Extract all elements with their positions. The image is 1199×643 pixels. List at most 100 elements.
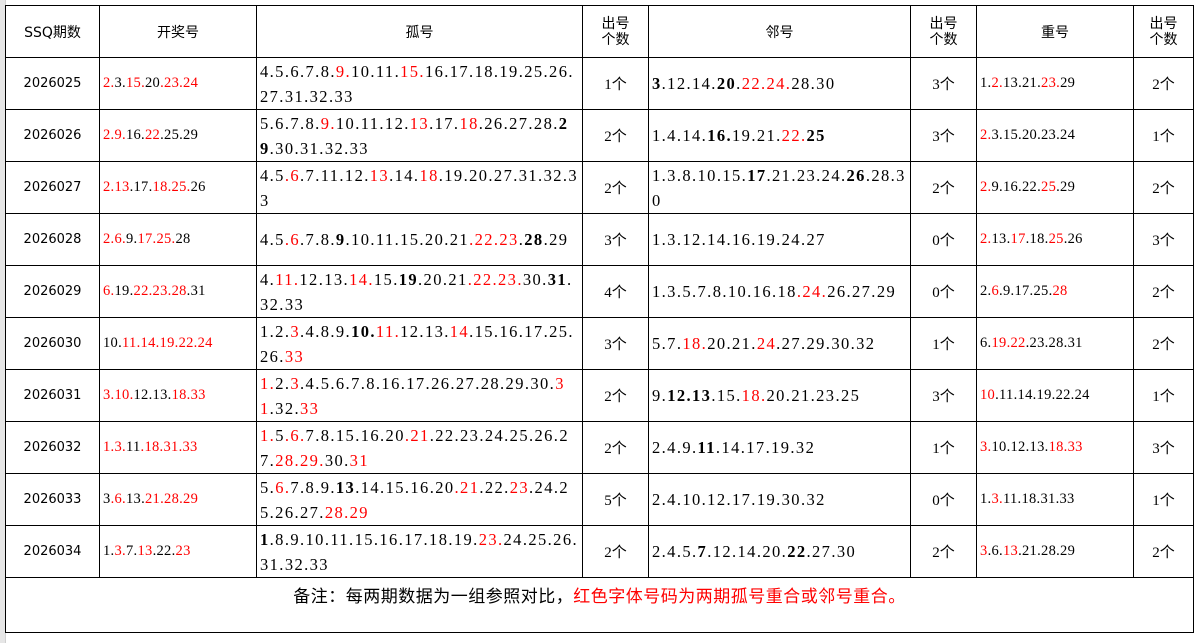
number-text: 9. [652,386,668,405]
repeat-count-cell[interactable]: 1个 [1133,369,1194,422]
draw-numbers-cell[interactable]: 6.19.22.23.28.31 [99,265,257,318]
adjacent-numbers-cell[interactable]: 1.3.12.14.16.19.24.27 [648,213,911,266]
isolated-count-cell[interactable]: 3个 [582,213,649,266]
isolated-numbers-cell[interactable]: 4.5.6.7.11.12.13.14.18.19.20.27.31.32.33 [256,161,583,214]
isolated-numbers-cell[interactable]: 1.2.3.4.8.9.10.11.12.13.14.15.16.17.25.2… [256,317,583,370]
adjacent-numbers-cell[interactable]: 2.4.9.11.14.17.19.32 [648,421,911,474]
header-isolated-count[interactable]: 出号 个数 [582,5,649,58]
period-cell[interactable]: 2026027 [5,161,100,214]
header-repeat-numbers[interactable]: 重号 [976,5,1134,58]
draw-numbers-cell[interactable]: 2.3.15.20.23.24 [99,57,257,110]
period-cell[interactable]: 2026026 [5,109,100,162]
adjacent-count-cell[interactable]: 2个 [910,525,977,578]
repeat-numbers-cell[interactable]: 3.6.13.21.28.29 [976,525,1134,578]
isolated-count-cell[interactable]: 2个 [582,369,649,422]
repeat-numbers-cell[interactable]: 6.19.22.23.28.31 [976,317,1134,370]
isolated-count-cell[interactable]: 5个 [582,473,649,526]
draw-numbers-cell[interactable]: 3.10.12.13.18.33 [99,369,257,422]
adjacent-count-cell[interactable]: 3个 [910,369,977,422]
isolated-numbers-cell[interactable]: 4.5.6.7.8.9.10.11.15.20.21.22.23.28.29 [256,213,583,266]
period-cell[interactable]: 2026030 [5,317,100,370]
adjacent-numbers-cell[interactable]: 9.12.13.15.18.20.21.23.25 [648,369,911,422]
repeat-numbers-cell[interactable]: 10.11.14.19.22.24 [976,369,1134,422]
draw-numbers-cell[interactable]: 10.11.14.19.22.24 [99,317,257,370]
repeat-count-cell[interactable]: 3个 [1133,213,1194,266]
period-cell[interactable]: 2026028 [5,213,100,266]
highlighted-number: 33 [300,398,320,418]
header-repeat-count[interactable]: 出号 个数 [1133,5,1194,58]
adjacent-numbers-cell[interactable]: 2.4.5.7.12.14.20.22.27.30 [648,525,911,578]
draw-numbers-cell[interactable]: 2.9.16.22.25.29 [99,109,257,162]
header-draw-numbers[interactable]: 开奖号 [99,5,257,58]
number-text: .32.33 [260,269,573,314]
adjacent-count-cell[interactable]: 0个 [910,213,977,266]
repeat-count-cell[interactable]: 2个 [1133,57,1194,110]
draw-numbers-cell[interactable]: 2.6.9.17.25.28 [99,213,257,266]
period-cell[interactable]: 2026031 [5,369,100,422]
period-cell[interactable]: 2026029 [5,265,100,318]
repeat-count-cell[interactable]: 2个 [1133,317,1194,370]
adjacent-numbers-cell[interactable]: 2.4.10.12.17.19.30.32 [648,473,911,526]
draw-numbers-cell[interactable]: 2.13.17.18.25.26 [99,161,257,214]
draw-numbers-cell[interactable]: 1.3.7.13.22.23 [99,525,257,578]
isolated-numbers-cell[interactable]: 4.5.6.7.8.9.10.11.15.16.17.18.19.25.26.2… [256,57,583,110]
isolated-numbers-cell[interactable]: 4.11.12.13.14.15.19.20.21.22.23.30.31.32… [256,265,583,318]
header-period[interactable]: SSQ期数 [5,5,100,58]
adjacent-numbers-cell[interactable]: 1.3.8.10.15.17.21.23.24.26.28.30 [648,161,911,214]
adjacent-numbers-cell[interactable]: 1.4.14.16.19.21.22.25 [648,109,911,162]
repeat-numbers-cell[interactable]: 2.9.16.22.25.29 [976,161,1134,214]
period-cell[interactable]: 2026032 [5,421,100,474]
adjacent-count-cell[interactable]: 0个 [910,473,977,526]
period-cell[interactable]: 2026033 [5,473,100,526]
highlighted-number: 2. [980,231,992,247]
number-text: .25.29 [160,127,199,143]
period-cell[interactable]: 2026025 [5,57,100,110]
isolated-count-cell[interactable]: 2个 [582,421,649,474]
adjacent-count-cell[interactable]: 3个 [910,109,977,162]
header-adjacent-count[interactable]: 出号 个数 [910,5,977,58]
number-text: .19.20.27.31.32.33 [260,165,579,210]
draw-numbers-cell[interactable]: 1.3.11.18.31.33 [99,421,257,474]
isolated-count-cell[interactable]: 3个 [582,317,649,370]
repeat-numbers-cell[interactable]: 3.10.12.13.18.33 [976,421,1134,474]
isolated-numbers-cell[interactable]: 5.6.7.8.9.10.11.12.13.17.18.26.27.28.29.… [256,109,583,162]
number-text: .22. [479,477,510,497]
table-row: 2026025 2.3.15.20.23.24 4.5.6.7.8.9.10.11.… [5,57,1194,110]
adjacent-numbers-cell[interactable]: 1.3.5.7.8.10.16.18.24.26.27.29 [648,265,911,318]
isolated-count-cell[interactable]: 2个 [582,525,649,578]
draw-numbers-cell[interactable]: 3.6.13.21.28.29 [99,473,257,526]
repeat-numbers-cell[interactable]: 1.2.13.21.23.29 [976,57,1134,110]
isolated-numbers-cell[interactable]: 1.8.9.10.11.15.16.17.18.19.23.24.25.26.3… [256,525,583,578]
repeat-numbers-cell[interactable]: 2.13.17.18.25.26 [976,213,1134,266]
highlighted-number: 3. [114,543,126,559]
isolated-count-cell[interactable]: 2个 [582,161,649,214]
repeat-numbers-cell[interactable]: 2.3.15.20.23.24 [976,109,1134,162]
isolated-numbers-cell[interactable]: 1.2.3.4.5.6.7.8.16.17.26.27.28.29.30.31.… [256,369,583,422]
adjacent-count-cell[interactable]: 3个 [910,57,977,110]
repeat-count-cell[interactable]: 2个 [1133,161,1194,214]
repeat-count-cell[interactable]: 2个 [1133,525,1194,578]
repeat-numbers-cell[interactable]: 2.6.9.17.25.28 [976,265,1134,318]
repeat-count-cell[interactable]: 1个 [1133,473,1194,526]
adjacent-count-cell[interactable]: 1个 [910,421,977,474]
adjacent-count-cell[interactable]: 1个 [910,317,977,370]
isolated-count-cell[interactable]: 1个 [582,57,649,110]
isolated-count-cell[interactable]: 4个 [582,265,649,318]
repeat-numbers-cell[interactable]: 1.3.11.18.31.33 [976,473,1134,526]
adjacent-count-cell[interactable]: 0个 [910,265,977,318]
repeat-count-cell[interactable]: 1个 [1133,109,1194,162]
isolated-numbers-cell[interactable]: 5.6.7.8.9.13.14.15.16.20.21.22.23.24.25.… [256,473,583,526]
adjacent-numbers-cell[interactable]: 3.12.14.20.22.24.28.30 [648,57,911,110]
period-cell[interactable]: 2026034 [5,525,100,578]
repeat-count-cell[interactable]: 2个 [1133,265,1194,318]
adjacent-numbers-cell[interactable]: 5.7.18.20.21.24.27.29.30.32 [648,317,911,370]
adjacent-count-cell[interactable]: 2个 [910,161,977,214]
header-isolated-numbers[interactable]: 孤号 [256,5,583,58]
footer-note[interactable]: 备注：每两期数据为一组参照对比，红色字体号码为两期孤号重合或邻号重合。 [5,577,1194,633]
header-adjacent-numbers[interactable]: 邻号 [648,5,911,58]
number-text: 29 [1060,75,1076,91]
isolated-count-cell[interactable]: 2个 [582,109,649,162]
number-text: 11 [125,439,141,455]
repeat-count-cell[interactable]: 3个 [1133,421,1194,474]
isolated-numbers-cell[interactable]: 1.5.6.7.8.15.16.20.21.22.23.24.25.26.27.… [256,421,583,474]
